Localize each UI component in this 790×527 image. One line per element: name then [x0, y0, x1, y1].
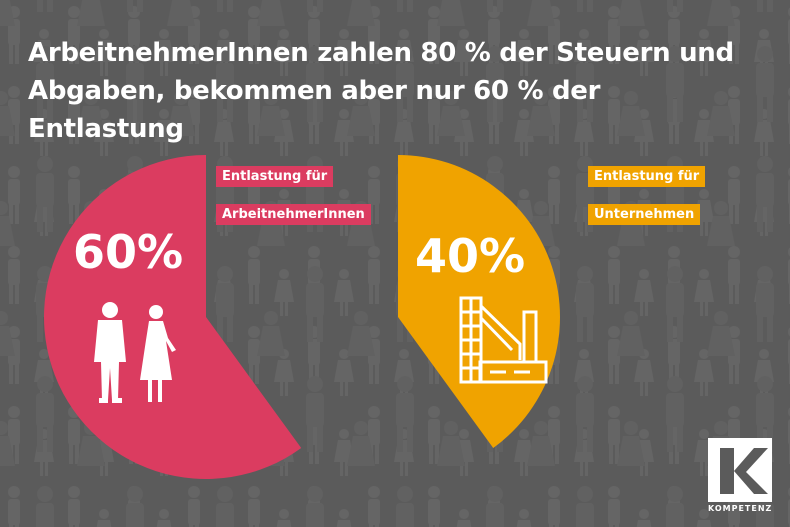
legend-workers-line1: Entlastung für	[216, 166, 334, 187]
legend-workers-line2: ArbeitnehmerInnen	[216, 204, 371, 225]
legend-companies-line2: Unternehmen	[588, 204, 701, 225]
chart-title: ArbeitnehmerInnen zahlen 80 % der Steuer…	[28, 34, 748, 148]
value-label-workers: 60%	[73, 225, 183, 279]
logo-mark	[708, 438, 772, 502]
title-line-2: Abgaben, bekommen aber nur 60 % der Entl…	[28, 76, 601, 144]
k-logo-icon	[708, 438, 772, 502]
people-icon	[94, 302, 176, 403]
pie-slice-companies	[398, 155, 560, 449]
title-line-1: ArbeitnehmerInnen zahlen 80 % der Steuer…	[28, 38, 734, 68]
legend-companies-line1: Entlastung für	[588, 166, 706, 187]
value-label-companies: 40%	[415, 229, 525, 283]
pie-slice-workers	[43, 155, 302, 479]
kompetenz-logo: KOMPETENZ	[708, 438, 772, 513]
logo-brand-text: KOMPETENZ	[708, 504, 773, 513]
factory-icon	[459, 296, 548, 384]
